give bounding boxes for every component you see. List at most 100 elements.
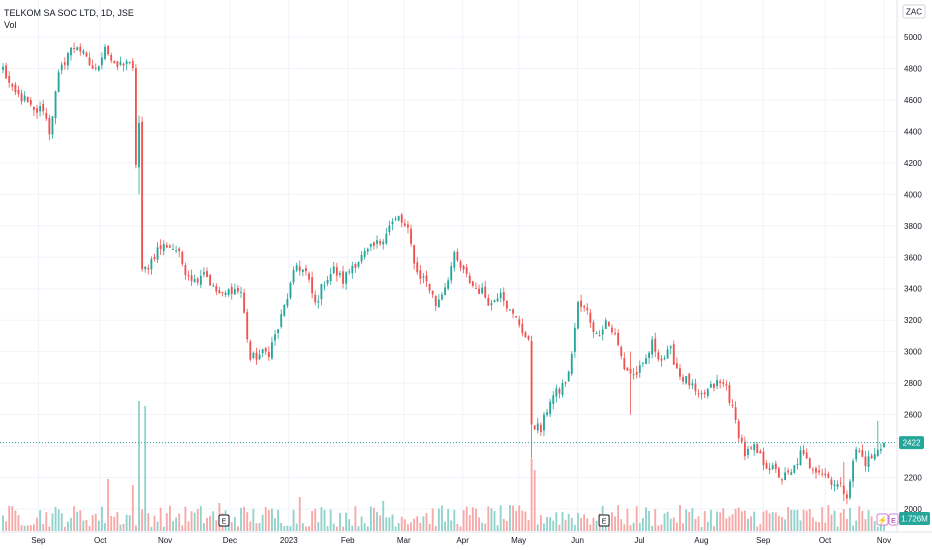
volume-bar <box>808 508 811 531</box>
volume-bar <box>351 525 354 531</box>
volume-bar <box>787 507 790 531</box>
y-tick-label: 2600 <box>904 411 922 420</box>
candle <box>879 443 882 454</box>
volume-bar <box>592 517 595 531</box>
volume-indicator-label[interactable]: Vol <box>4 20 17 30</box>
candle-body <box>777 468 780 478</box>
candle-body <box>122 63 125 66</box>
candle <box>264 347 267 356</box>
candle-body <box>366 248 369 252</box>
candle <box>17 85 20 98</box>
candle <box>845 490 848 505</box>
chart-legend: TELKOM SA SOC LTD, 1D, JSE Vol <box>4 7 134 31</box>
volume-bar <box>206 517 208 531</box>
candle-body <box>623 358 626 370</box>
candle-body <box>468 275 471 284</box>
candle-body <box>811 469 814 471</box>
candle-body <box>509 309 511 311</box>
candle-body <box>400 214 403 223</box>
candle <box>382 239 385 250</box>
volume-bar <box>502 518 505 531</box>
volume-bar <box>230 522 233 531</box>
volume-bar <box>88 526 91 531</box>
volume-bar <box>617 505 620 531</box>
volume-bar <box>178 513 181 531</box>
candle-body <box>403 223 406 226</box>
volume-bar <box>277 509 280 531</box>
earnings-marker[interactable]: E <box>218 514 230 527</box>
candle-body <box>274 334 276 341</box>
volume-bar <box>162 526 165 531</box>
candle-body <box>539 424 542 432</box>
price-axis[interactable]: 2000220024002600280030003200340036003800… <box>904 33 922 514</box>
candle-body <box>218 290 221 294</box>
candle-body <box>271 342 273 359</box>
candle <box>858 447 861 453</box>
candle-body <box>799 450 802 466</box>
candle <box>147 264 150 275</box>
volume-bar <box>784 519 787 531</box>
candle-body <box>382 241 385 245</box>
candle <box>521 318 524 337</box>
candle-body <box>651 339 654 355</box>
symbol-title[interactable]: TELKOM SA SOC LTD, 1D, JSE <box>4 8 134 18</box>
axis-lightning-icon[interactable] <box>876 513 889 526</box>
candle <box>29 97 32 107</box>
axis-earnings-badges[interactable]: ⚡ E <box>876 513 899 526</box>
volume-bar <box>203 523 205 531</box>
candle-body <box>756 444 759 454</box>
candle <box>48 114 51 141</box>
time-axis[interactable]: Sep Oct Nov Dec 2023 Feb Mar Apr May Jun Jul Aug Sep… <box>31 536 891 545</box>
candle <box>679 364 681 381</box>
volume-bar <box>45 512 48 531</box>
candle-body <box>607 322 610 326</box>
candle <box>94 63 97 71</box>
candle <box>314 290 317 306</box>
volume-bar <box>641 517 644 531</box>
volume-bar <box>583 514 586 531</box>
candle <box>88 52 91 66</box>
candle <box>793 464 796 474</box>
grid-layer <box>0 0 897 532</box>
candle-body <box>731 404 734 406</box>
candle-body <box>490 303 493 306</box>
candle <box>855 446 858 463</box>
axis-earnings-badge[interactable] <box>888 513 899 526</box>
candle <box>45 107 48 121</box>
candle-body <box>632 374 635 376</box>
volume-bar <box>475 508 477 531</box>
candle <box>221 291 224 297</box>
candle-body <box>2 66 4 70</box>
candle-body <box>685 376 688 384</box>
volume-bar <box>165 513 168 531</box>
volume-bar <box>861 510 864 531</box>
candle <box>688 372 691 390</box>
candle <box>104 43 106 61</box>
earnings-marker[interactable]: E <box>598 514 610 527</box>
candle <box>249 339 252 362</box>
volume-bar <box>756 526 759 531</box>
volume-bar <box>85 519 88 531</box>
candle <box>453 250 456 272</box>
candle-body <box>441 294 443 300</box>
candle-body <box>638 365 641 373</box>
candle <box>422 272 425 284</box>
volume-bar <box>397 523 400 531</box>
candle-body <box>66 53 69 66</box>
candle <box>675 357 678 369</box>
volume-bar <box>725 518 728 531</box>
candle <box>768 462 771 474</box>
candle-body <box>713 383 715 388</box>
candle-body <box>156 247 159 260</box>
currency-badge[interactable]: ZAC <box>902 4 926 19</box>
x-tick-label: Apr <box>456 536 469 545</box>
volume-bar <box>94 513 97 531</box>
candle-body <box>626 367 629 371</box>
candle-body <box>657 352 660 360</box>
candle <box>614 328 616 336</box>
candle-body <box>524 332 527 338</box>
candle-body <box>212 285 215 287</box>
candle-body <box>697 393 700 395</box>
volume-bar <box>382 501 385 531</box>
